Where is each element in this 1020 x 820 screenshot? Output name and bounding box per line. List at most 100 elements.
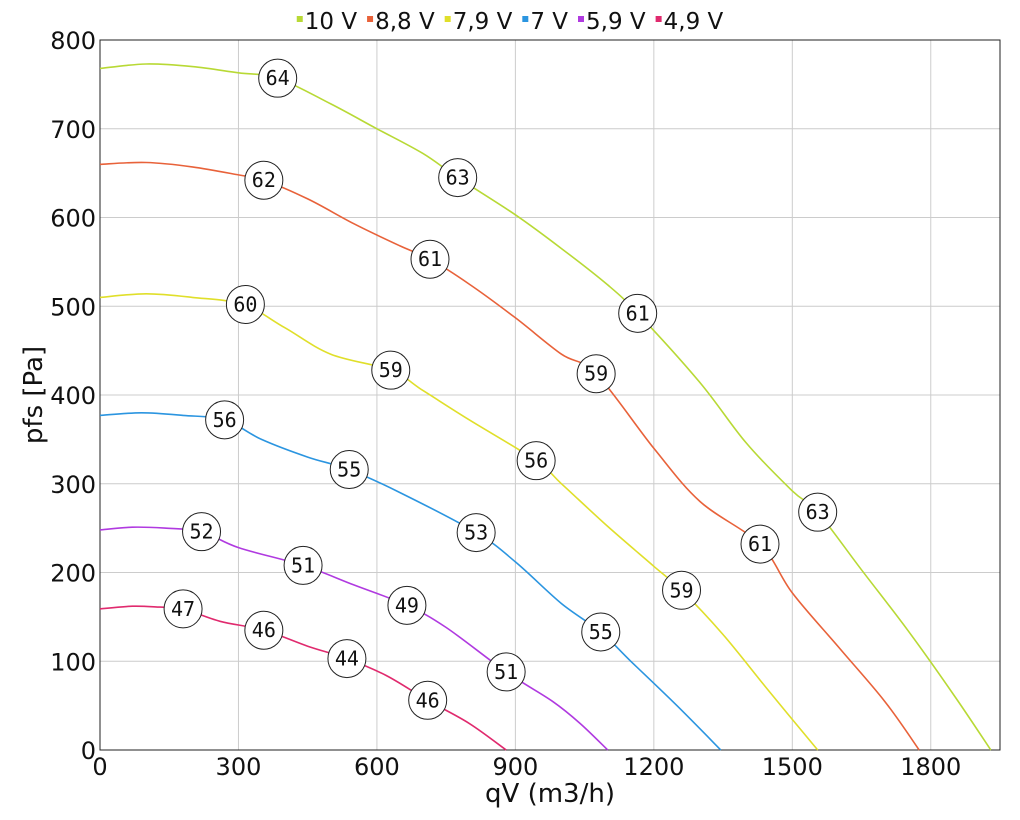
data-label: 59: [576, 354, 616, 394]
legend-item: 10 V: [296, 9, 357, 35]
data-label-bubble: [410, 239, 450, 279]
data-label-text: 53: [464, 521, 488, 545]
data-label: 61: [618, 293, 658, 333]
data-label-bubble: [163, 589, 203, 629]
legend-item: 5,9 V: [578, 9, 646, 35]
data-label-text: 61: [418, 247, 442, 271]
data-label: 46: [408, 680, 448, 720]
x-axis-title: qV (m3/h): [485, 779, 615, 809]
data-label: 51: [486, 652, 526, 692]
legend-swatch: [296, 16, 303, 22]
data-label-text: 55: [589, 620, 613, 644]
data-label: 61: [410, 239, 450, 279]
data-label-bubble: [662, 570, 702, 610]
plot-frame: [99, 39, 1001, 751]
y-tick-label: 500: [50, 293, 96, 321]
data-label-text: 56: [213, 408, 237, 432]
y-tick-label: 400: [50, 382, 96, 410]
series-line-1: [99, 161, 920, 751]
y-tick-label: 0: [81, 737, 96, 765]
data-label-bubble: [329, 450, 369, 490]
x-tick-label: 300: [216, 753, 262, 781]
legend-label: 4,9 V: [664, 9, 724, 35]
data-label-bubble: [408, 680, 448, 720]
data-label-bubble: [581, 612, 621, 652]
data-label: 61: [740, 524, 780, 564]
data-label: 59: [371, 350, 411, 390]
data-label-text: 61: [748, 532, 772, 556]
data-label-text: 51: [291, 553, 315, 577]
legend-label: 7 V: [530, 9, 568, 35]
y-tick-label: 700: [50, 116, 96, 144]
x-tick-label: 1800: [900, 753, 961, 781]
data-label-bubble: [740, 524, 780, 564]
data-label-text: 63: [806, 500, 830, 524]
y-tick-label: 100: [50, 648, 96, 676]
data-label-bubble: [244, 610, 284, 650]
grid-layer: [99, 39, 1000, 751]
data-label: 60: [225, 284, 265, 324]
x-tick-label: 1500: [762, 753, 823, 781]
data-label: 62: [244, 160, 284, 200]
x-tick-label: 600: [354, 753, 400, 781]
data-label: 53: [456, 513, 496, 553]
y-tick-label: 800: [50, 27, 96, 55]
legend-item: 4,9 V: [655, 9, 724, 35]
data-label: 63: [438, 158, 478, 198]
x-tick-label: 0: [92, 753, 107, 781]
data-label-bubble: [258, 58, 298, 98]
series-line-3: [99, 411, 722, 751]
legend-swatch: [444, 16, 451, 22]
data-label: 56: [205, 400, 245, 440]
data-label-text: 63: [446, 166, 470, 190]
data-label-text: 59: [584, 362, 608, 386]
data-label-bubble: [618, 293, 658, 333]
series-line-4: [99, 526, 609, 751]
tick-layer: 0 300 600 900 1200 1500 1800 0 100 200 300 400 500 60…: [50, 27, 961, 781]
legend-item: 8,8 V: [367, 9, 435, 35]
y-tick-label: 200: [50, 560, 96, 588]
data-label-bubble: [438, 158, 478, 198]
data-label-bubble: [182, 512, 222, 552]
y-tick-label: 600: [50, 205, 96, 233]
data-label: 44: [327, 639, 367, 679]
data-label-bubble: [371, 350, 411, 390]
legend-item: 7 V: [522, 9, 568, 35]
legend-swatch: [578, 16, 584, 22]
data-label: 46: [244, 610, 284, 650]
data-label-text: 46: [416, 688, 440, 712]
data-label-bubble: [516, 441, 556, 481]
data-label-text: 55: [337, 458, 361, 482]
data-label-bubble: [283, 545, 323, 585]
legend-swatch: [655, 16, 662, 22]
data-label-bubble: [456, 513, 496, 553]
data-label: 51: [283, 545, 323, 585]
data-label-text: 59: [669, 578, 693, 602]
data-label: 63: [798, 492, 838, 532]
data-label-text: 52: [189, 520, 213, 544]
data-label-text: 46: [252, 618, 276, 642]
data-label: 56: [516, 441, 556, 481]
legend-item: 7,9 V: [444, 9, 513, 35]
legend-label: 5,9 V: [586, 9, 646, 35]
data-label-text: 60: [233, 292, 257, 316]
data-label-text: 44: [335, 647, 359, 671]
data-label: 49: [387, 585, 427, 625]
data-label-text: 64: [266, 66, 290, 90]
data-label: 55: [329, 450, 369, 490]
legend-label: 8,8 V: [375, 9, 435, 35]
data-label: 59: [662, 570, 702, 610]
data-label: 47: [163, 589, 203, 629]
legend-swatch: [367, 16, 374, 22]
legend: 10 V 8,8 V 7,9 V 7 V 5,9 V 4,9 V: [296, 9, 724, 35]
legend-swatch: [522, 16, 529, 22]
data-label-text: 51: [494, 660, 518, 684]
x-tick-label: 900: [492, 753, 538, 781]
series-line-0: [99, 63, 992, 751]
data-label-text: 62: [252, 168, 276, 192]
data-label-bubble: [205, 400, 245, 440]
data-label-bubble: [225, 284, 265, 324]
data-label-text: 56: [524, 449, 548, 473]
data-label-text: 47: [171, 597, 195, 621]
